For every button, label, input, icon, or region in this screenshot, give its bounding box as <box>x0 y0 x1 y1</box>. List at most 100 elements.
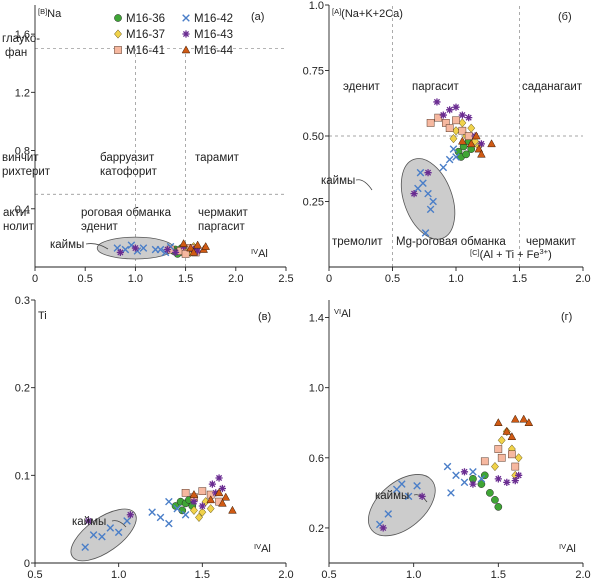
y-tick-label: 0.8 <box>15 146 30 158</box>
panel-label: (в) <box>258 311 271 323</box>
data-point <box>121 245 130 254</box>
data-point <box>426 205 435 214</box>
x-tick-label: 1.5 <box>178 273 193 285</box>
field-label: барруазит <box>100 152 155 164</box>
data-point <box>198 502 206 510</box>
rim-annotation: каймы <box>375 490 409 502</box>
field-label: глауко- <box>2 33 40 45</box>
field-label: тремолит <box>332 236 383 248</box>
field-label: нолит <box>3 221 35 233</box>
x-tick-label: 0.5 <box>78 273 93 285</box>
data-point <box>194 247 202 255</box>
field-label: эденит <box>343 81 380 93</box>
data-point <box>410 190 418 198</box>
data-point <box>452 153 460 161</box>
series-m16-43 <box>84 474 227 525</box>
data-point <box>218 484 227 493</box>
data-point <box>469 468 477 476</box>
data-point <box>186 243 195 252</box>
data-point <box>439 111 447 119</box>
x-tick-label: 0.5 <box>321 569 336 581</box>
data-point <box>494 418 503 426</box>
data-point <box>214 488 224 497</box>
data-point <box>163 245 172 254</box>
data-point <box>131 244 139 252</box>
x-axis-label: IVAl <box>251 247 268 260</box>
rim-annotation: каймы <box>50 239 84 251</box>
data-point <box>439 163 448 172</box>
data-point <box>384 510 393 518</box>
data-point <box>106 524 115 532</box>
data-point <box>165 519 173 528</box>
y-tick-label: 1.0 <box>309 0 324 12</box>
series-m16-44 <box>458 131 496 158</box>
y-tick-label: 1.6 <box>15 29 30 41</box>
data-point <box>148 508 156 516</box>
data-point <box>173 504 182 513</box>
data-point <box>84 517 93 525</box>
data-point <box>218 498 227 507</box>
data-point <box>126 511 134 519</box>
data-point <box>491 496 499 504</box>
y-axis-label: [A](Na+K+2Ca) <box>332 7 403 20</box>
data-point <box>458 126 467 135</box>
data-point <box>198 507 207 517</box>
data-point <box>514 453 523 463</box>
legend-label: M16-37 <box>126 29 165 41</box>
y-tick-label: 0.2 <box>15 383 30 395</box>
data-point <box>228 505 237 514</box>
x-tick-label: 1.0 <box>406 569 421 581</box>
series-m16-44 <box>494 414 534 441</box>
data-point <box>462 150 471 159</box>
field-label: паргасит <box>412 81 460 93</box>
data-point <box>511 476 519 485</box>
data-point <box>486 489 494 497</box>
data-point <box>201 242 211 250</box>
data-point <box>404 492 413 501</box>
x-tick-label: 2.0 <box>228 273 243 285</box>
data-point <box>458 136 467 145</box>
data-point <box>452 103 460 111</box>
data-point <box>487 139 496 148</box>
data-point <box>445 124 454 132</box>
data-point <box>494 445 503 453</box>
y-tick-label: 0.25 <box>303 197 324 209</box>
series-m16-42 <box>81 497 190 552</box>
data-point <box>494 503 503 511</box>
annotation-leader <box>111 520 127 528</box>
data-point <box>494 475 502 483</box>
data-point <box>511 462 520 471</box>
field-label: паргасит <box>198 221 246 233</box>
panel-2 <box>325 4 584 271</box>
data-point <box>416 168 425 177</box>
legend-label: M16-43 <box>194 29 233 41</box>
x-tick-label: 1.5 <box>512 273 527 285</box>
panel-label: (б) <box>558 11 572 23</box>
y-tick-label: 0.1 <box>15 470 30 482</box>
data-point <box>139 244 148 252</box>
x-tick-label: 0 <box>32 273 38 285</box>
field-label: рихтерит <box>2 166 51 178</box>
x-tick-label: 2.0 <box>575 273 590 285</box>
legend-marker <box>182 14 190 22</box>
data-point <box>181 489 190 497</box>
panel-4 <box>325 300 584 567</box>
y-tick-label: 1.4 <box>309 313 324 325</box>
data-point <box>212 489 220 497</box>
data-point <box>181 510 190 519</box>
legend-marker <box>114 14 122 22</box>
data-point <box>116 248 124 257</box>
data-point <box>452 116 460 125</box>
x-axis-label: IVAl <box>559 542 576 555</box>
panel-3 <box>31 299 287 567</box>
y-axis-label: [B]Na <box>38 7 62 20</box>
y-tick-label: 0.75 <box>303 66 324 78</box>
data-point <box>206 504 215 514</box>
data-point <box>477 140 485 148</box>
series-m16-41 <box>480 445 520 471</box>
field-label: чермакит <box>198 207 249 219</box>
legend-label: M16-42 <box>194 13 233 25</box>
annotation-leader <box>85 243 109 250</box>
data-point <box>507 432 517 441</box>
x-tick-label: 0.5 <box>385 273 400 285</box>
